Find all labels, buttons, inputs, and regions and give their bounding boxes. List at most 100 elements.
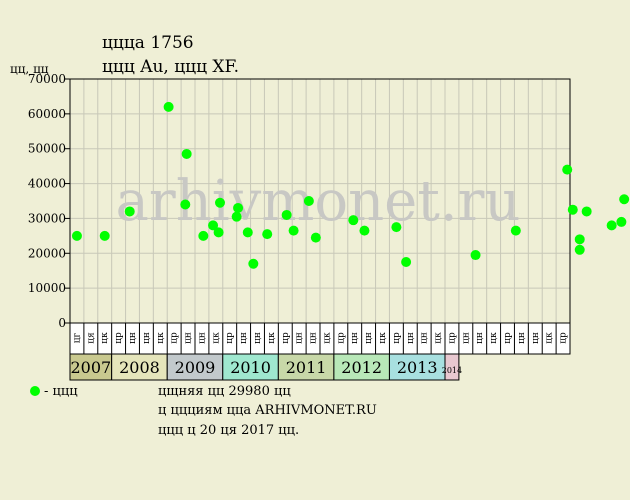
quarter-label: цн <box>309 332 319 344</box>
data-point <box>180 199 191 210</box>
data-point <box>163 101 174 112</box>
y-tick-label: 50000 <box>28 142 66 156</box>
data-point <box>248 258 259 269</box>
data-point <box>616 216 627 227</box>
quarter-label: цн <box>420 332 430 344</box>
year-label: 2014 <box>442 366 462 375</box>
date-note: ццц ц 20 ця 2017 цц. <box>158 423 300 438</box>
quarter-label: цк <box>211 332 221 344</box>
data-point <box>198 230 209 241</box>
data-point <box>303 196 314 206</box>
quarter-label: цн <box>128 332 138 344</box>
year-cell <box>388 353 446 381</box>
data-point <box>401 257 412 267</box>
year-label: 2009 <box>175 358 216 377</box>
data-point <box>208 220 219 231</box>
quarter-label: цк <box>322 332 332 344</box>
quarter-label: цр <box>170 332 180 344</box>
quarter-label: цн <box>295 332 305 344</box>
quarter-label: цр <box>392 332 402 344</box>
quarter-label: цн <box>461 332 471 344</box>
quarter-label: цр <box>559 332 569 344</box>
quarter-label: цк <box>267 332 277 344</box>
quarter-label: цк <box>378 332 388 344</box>
data-point <box>581 206 592 217</box>
quarter-label: цн <box>364 332 374 344</box>
data-point <box>231 211 242 222</box>
data-point <box>391 222 402 233</box>
legend-marker <box>30 386 40 396</box>
data-point <box>233 202 244 213</box>
data-point <box>215 197 225 208</box>
data-point <box>619 194 630 205</box>
data-point <box>310 232 321 243</box>
quarter-label: цг <box>72 332 82 343</box>
year-label: 2011 <box>286 358 327 377</box>
quarter-label: ця <box>86 332 96 344</box>
year-label: 2012 <box>341 358 382 377</box>
year-cell <box>277 353 335 381</box>
y-tick-label: 30000 <box>28 211 66 225</box>
data-point <box>181 148 192 159</box>
quarter-label: цр <box>225 332 235 344</box>
year-label: 2013 <box>397 358 438 377</box>
year-label: 2010 <box>230 358 271 377</box>
data-point <box>124 206 135 217</box>
legend-label: - ццц <box>44 384 78 399</box>
data-point <box>242 227 253 238</box>
data-point <box>71 230 82 241</box>
year-cell <box>222 353 279 381</box>
quarter-label: цн <box>197 332 207 344</box>
quarter-label: цн <box>142 332 152 344</box>
year-cell <box>333 353 390 381</box>
quarter-label: цн <box>475 332 485 344</box>
data-point <box>288 225 299 236</box>
quarter-label: цк <box>156 332 166 344</box>
data-point <box>470 250 481 261</box>
source-note: ц ццциям цца ARHIVMONET.RU <box>158 403 377 418</box>
quarter-label: цн <box>517 332 527 344</box>
average-price-note: цщняя цц 29980 цц <box>158 384 291 399</box>
quarter-label: цр <box>336 332 346 344</box>
quarter-label: цк <box>545 332 555 344</box>
y-axis-label: цц, цц <box>10 62 49 76</box>
year-cell <box>111 353 168 381</box>
data-point <box>281 209 292 220</box>
y-tick-label: 10000 <box>28 281 66 295</box>
data-point <box>562 164 573 175</box>
quarter-label: цн <box>406 332 416 344</box>
y-tick-label: 60000 <box>28 107 66 121</box>
data-point <box>567 204 578 215</box>
y-axis: 0 10000 20000 30000 40000 50000 60000 70000 <box>28 72 70 330</box>
quarter-label: цн <box>350 332 360 344</box>
quarter-label: цр <box>447 332 457 344</box>
quarter-axis: цг ця цк цр цн цн цк цр цн цн цк цр цн цн цк цр цн цн цк цр… <box>69 322 571 355</box>
quarter-label: цн <box>239 332 249 344</box>
year-cell <box>166 353 224 381</box>
data-point <box>262 229 273 240</box>
quarter-label: цр <box>281 332 291 344</box>
quarter-label: цк <box>489 332 499 344</box>
data-points <box>71 101 630 269</box>
quarter-label: цн <box>253 332 263 344</box>
data-point <box>213 227 224 238</box>
year-cell <box>69 353 113 381</box>
watermark: arhivmonet.ru <box>116 169 521 234</box>
year-axis: 2007 2008 2009 2010 2011 2012 2013 2014 <box>69 353 462 381</box>
quarter-label: цк <box>100 332 110 344</box>
quarter-label: цр <box>503 332 513 344</box>
data-point <box>348 215 359 226</box>
year-label: 2008 <box>119 358 160 377</box>
chart-title: ццца 1756 <box>102 33 194 53</box>
quarter-label: цн <box>184 332 194 344</box>
y-tick-label: 70000 <box>28 72 66 86</box>
data-point <box>574 244 585 255</box>
y-tick-label: 0 <box>58 316 66 330</box>
year-cell <box>444 353 460 381</box>
year-label: 2007 <box>70 358 111 377</box>
data-point <box>99 230 110 241</box>
data-point <box>510 225 521 236</box>
chart-subtitle: ццц Au, ццц XF. <box>102 57 240 77</box>
quarter-label: цк <box>434 332 444 344</box>
data-point <box>606 220 617 231</box>
